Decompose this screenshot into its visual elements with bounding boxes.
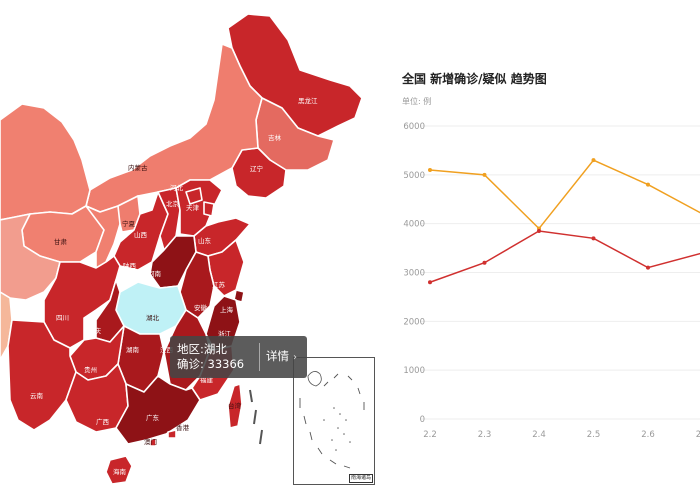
label-guangxi: 广西 (96, 417, 110, 426)
y-tick-label: 1000 (403, 366, 425, 376)
tooltip-detail-label: 详情 (266, 349, 289, 363)
chart-title: 全国 新增确诊/疑似 趋势图 (402, 72, 547, 86)
chevron-right-icon: › (293, 352, 297, 363)
inset-caption: 南海诸岛 (348, 474, 373, 483)
data-point[interactable] (646, 182, 650, 187)
label-hainan: 海南 (113, 467, 127, 476)
province-xinjiang[interactable] (0, 103, 91, 221)
label-guizhou: 贵州 (84, 365, 97, 374)
province-macau[interactable] (149, 437, 157, 447)
province-tianjin[interactable] (203, 201, 215, 217)
label-shanxi: 山西 (134, 230, 148, 239)
data-point[interactable] (428, 167, 432, 172)
province-map: 黑龙江 吉林 辽宁 内蒙古 甘肃 宁夏 陕西 山西 河北 北京 天津 山东 河南… (0, 13, 363, 485)
y-tick-label: 2000 (403, 317, 425, 327)
province-hongkong[interactable] (167, 429, 177, 439)
label-jilin: 吉林 (268, 133, 282, 142)
y-tick-label: 5000 (403, 171, 425, 181)
province-taiwan[interactable] (227, 383, 243, 429)
tooltip-divider (259, 343, 260, 371)
chart-unit: 单位: 例 (402, 97, 432, 106)
province-shanghai[interactable] (233, 289, 245, 303)
tooltip-region-label: 地区: (177, 342, 204, 356)
label-jiangsu: 江苏 (212, 280, 226, 289)
label-yunnan: 云南 (30, 391, 44, 400)
y-tick-label: 6000 (403, 122, 425, 132)
trend-chart-panel: 全国 新增确诊/疑似 趋势图 单位: 例 0 1000 2000 3000 4000 50… (390, 0, 700, 500)
south-sea-inset: 南海诸岛 (293, 357, 375, 485)
label-macau: 澳门 (144, 437, 157, 446)
y-tick-label: 3000 (403, 269, 425, 279)
data-point[interactable] (482, 172, 487, 177)
label-taiwan: 台湾 (228, 401, 242, 410)
label-tianjin: 天津 (186, 204, 200, 212)
province-henan[interactable] (149, 235, 197, 289)
coast-decoration (249, 389, 263, 445)
label-shandong: 山东 (198, 236, 212, 245)
label-beijing: 北京 (166, 199, 180, 208)
label-hunan: 湖南 (126, 345, 140, 354)
x-tick-label: 2.4 (532, 430, 546, 440)
label-hubei: 湖北 (146, 313, 160, 322)
china-map: 黑龙江 吉林 辽宁 内蒙古 甘肃 宁夏 陕西 山西 河北 北京 天津 山东 河南… (0, 13, 375, 485)
tooltip-confirmed: 确诊: 33366 (177, 357, 244, 371)
series-line-1 (429, 230, 700, 283)
label-sichuan: 四川 (56, 314, 69, 322)
tooltip-detail-button[interactable]: 详情 › (266, 349, 297, 365)
data-point[interactable] (591, 158, 596, 163)
label-zhejiang: 浙江 (218, 329, 232, 338)
label-liaoning: 辽宁 (250, 164, 264, 173)
label-gansu: 甘肃 (54, 237, 68, 246)
province-beijing[interactable] (185, 187, 203, 205)
y-tick-label: 4000 (403, 220, 425, 230)
label-chongqing: 重庆 (88, 326, 102, 335)
tooltip-region: 地区:湖北 (177, 342, 227, 356)
label-guangdong: 广东 (146, 413, 160, 422)
south-sea-islands (299, 371, 365, 469)
x-tick-label: 2.3 (478, 430, 492, 440)
tooltip-confirmed-value: 33366 (207, 357, 245, 371)
tooltip-region-value: 湖北 (203, 342, 227, 356)
series-line-0 (429, 159, 700, 230)
label-ningxia: 宁夏 (122, 219, 136, 228)
data-point[interactable] (646, 265, 650, 270)
label-shanghai: 上海 (220, 305, 234, 314)
label-hebei: 河北 (170, 184, 184, 192)
province-shaanxi[interactable] (113, 191, 169, 271)
tooltip-confirmed-label: 确诊: (177, 357, 204, 371)
data-point[interactable] (428, 280, 432, 285)
label-fujian: 福建 (200, 375, 214, 384)
data-point[interactable] (537, 228, 541, 233)
label-anhui: 安徽 (194, 303, 208, 312)
province-liaoning[interactable] (231, 147, 287, 199)
x-tick-label: 2.2 (423, 430, 437, 440)
label-henan: 河南 (148, 269, 162, 278)
label-heilongjiang: 黑龙江 (298, 96, 318, 105)
trend-chart: 0 1000 2000 3000 4000 5000 6000 2.2 2.3 2.4 2.5 2.6… (403, 122, 700, 440)
label-neimenggu: 内蒙古 (128, 163, 148, 172)
map-tooltip: 地区:湖北 确诊: 33366 详情 › (170, 336, 307, 378)
x-tick-label: 2.6 (641, 430, 655, 440)
province-guangdong[interactable] (115, 375, 201, 445)
label-shaanxi: 陕西 (123, 261, 137, 270)
x-tick-label: 2.7 (696, 430, 700, 440)
data-point[interactable] (591, 236, 596, 241)
data-point[interactable] (482, 260, 487, 265)
label-jiangxi: 江西 (160, 346, 174, 354)
y-tick-label: 0 (420, 415, 425, 425)
x-tick-label: 2.5 (587, 430, 601, 440)
province-hainan[interactable] (105, 455, 133, 485)
label-hongkong: 香港 (176, 423, 190, 432)
